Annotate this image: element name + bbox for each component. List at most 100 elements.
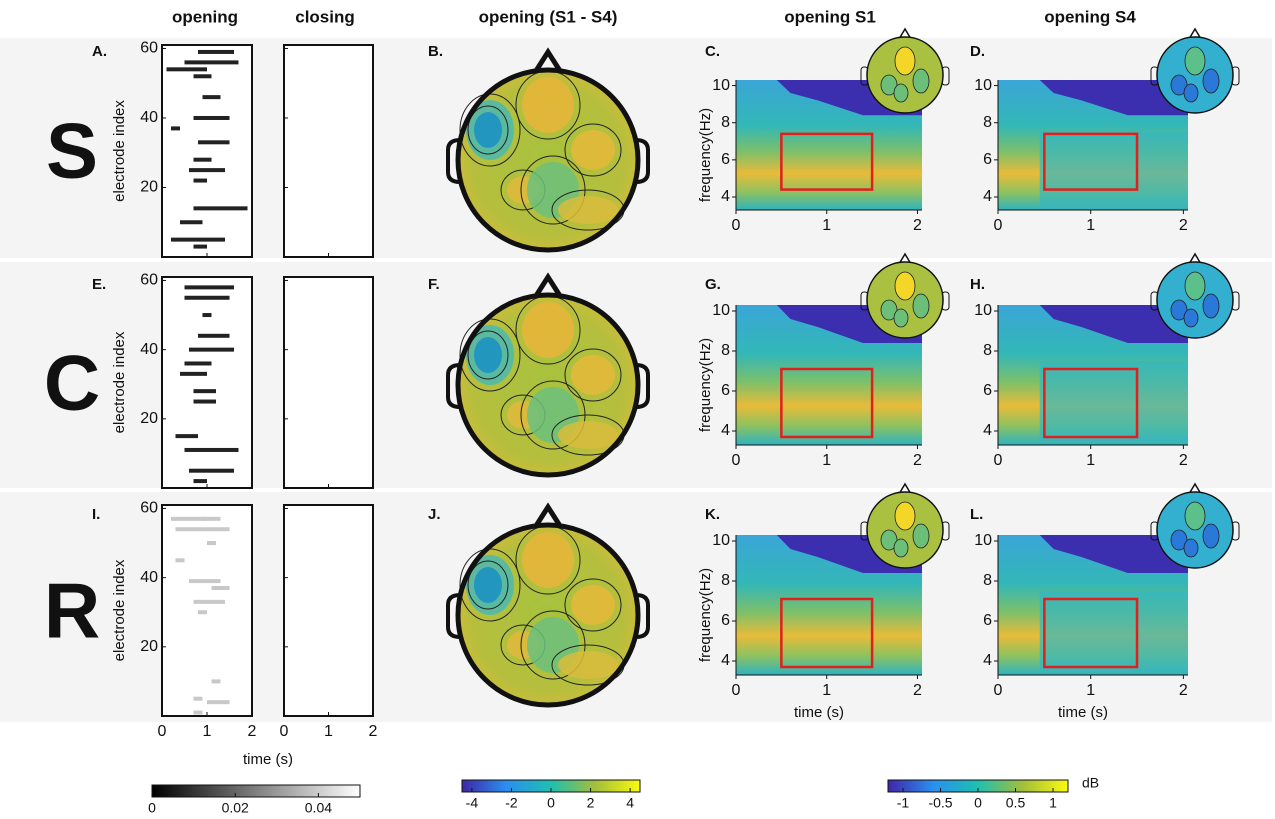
raster-segment [194,158,212,162]
panel-letter: B. [428,43,443,60]
panel-letter: H. [970,276,985,293]
colorbar-tick-label: -0.5 [928,795,952,811]
raster-segment [180,220,203,224]
y-tick-label: 4 [721,652,730,669]
y-tick-label: 10 [974,302,992,319]
topo-blob [571,585,615,625]
raster-segment [185,448,239,452]
raster-segment [189,469,234,473]
colorbar-tick-label: 0 [148,800,156,816]
raster-axes [284,45,373,257]
y-tick-label: 4 [983,422,992,439]
raster-segment [194,245,208,249]
raster-segment [176,527,230,531]
x-axis-label: time (s) [794,704,844,721]
y-tick-label: 10 [712,302,730,319]
inset-blob [894,539,908,557]
colorbar-tick-label: 0.5 [1006,795,1026,811]
colorbar-tick-label: 1 [1049,795,1057,811]
raster-segment [189,348,234,352]
inset-blob [1185,502,1205,530]
raster-axes [284,277,373,488]
inset-blob [1185,47,1205,75]
colorbar-tick-label: 2 [587,795,595,811]
x-tick-label: 1 [1086,682,1095,699]
topo-blob [571,130,615,170]
x-tick-label: 2 [248,723,257,740]
colorbar-tick-label: 0.04 [305,800,332,816]
y-tick-label: 10 [712,77,730,94]
y-tick-label: 8 [721,342,730,359]
x-tick-label: 1 [324,723,333,740]
inset-blob [913,294,929,318]
inset-blob [895,272,915,300]
row-label: R [44,567,100,655]
y-axis-label: frequency(Hz) [697,338,714,432]
panel-letter: I. [92,506,100,523]
raster-segment [167,67,208,71]
y-tick-label: 8 [721,572,730,589]
raster-segment [212,679,221,683]
inset-blob [1185,272,1205,300]
y-tick-label: 4 [721,188,730,205]
x-tick-label: 1 [822,452,831,469]
y-axis-label: electrode index [111,331,128,433]
raster-segment [194,74,212,78]
topo-blob [558,196,618,224]
inset-blob [1203,294,1219,318]
raster-segment [207,700,230,704]
raster-segment [194,697,203,701]
x-tick-label: 2 [1179,217,1188,234]
raster-segment [185,361,212,365]
x-axis-label: time (s) [1058,704,1108,721]
column-header: opening (S1 - S4) [479,7,618,26]
column-header: opening S1 [784,7,876,26]
figure: openingclosingopening (S1 - S4)opening S… [0,0,1275,819]
raster-segment [194,711,203,715]
row-label: C [44,339,100,427]
inset-blob [913,524,929,548]
y-tick-label: 4 [983,188,992,205]
row-label: S [46,107,98,195]
raster-segment [180,372,207,376]
colorbar-tick-label: -2 [505,795,518,811]
raster-segment [185,285,235,289]
y-tick-label: 8 [983,572,992,589]
y-tick-label: 40 [140,569,158,586]
y-tick-label: 20 [140,638,158,655]
y-tick-label: 60 [140,40,158,57]
topo-blob [474,112,502,148]
y-tick-label: 10 [712,532,730,549]
inset-blob [894,309,908,327]
raster-segment [194,179,208,183]
x-tick-label: 0 [732,452,741,469]
topo-blob [474,567,502,603]
y-tick-label: 20 [140,179,158,196]
y-tick-label: 8 [983,114,992,131]
colorbar-tick-label: 0 [547,795,555,811]
inset-blob [913,69,929,93]
inset-blob [1203,524,1219,548]
raster-segment [171,126,180,130]
column-header: closing [295,7,355,26]
x-axis-label: time (s) [243,751,293,768]
spectrogram-fade [1040,361,1188,441]
inset-blob [895,47,915,75]
raster-segment [194,400,217,404]
raster-segment [194,206,248,210]
raster-segment [194,116,230,120]
y-tick-label: 6 [721,382,730,399]
raster-segment [185,296,230,300]
panel-letter: E. [92,276,106,293]
y-axis-label: electrode index [111,559,128,661]
x-tick-label: 0 [732,682,741,699]
x-tick-label: 0 [994,682,1003,699]
x-tick-label: 2 [1179,682,1188,699]
y-tick-label: 8 [721,114,730,131]
raster-segment [189,579,221,583]
raster-segment [212,586,230,590]
y-tick-label: 6 [983,151,992,168]
x-tick-label: 2 [369,723,378,740]
y-tick-label: 40 [140,109,158,126]
raster-segment [194,479,208,483]
